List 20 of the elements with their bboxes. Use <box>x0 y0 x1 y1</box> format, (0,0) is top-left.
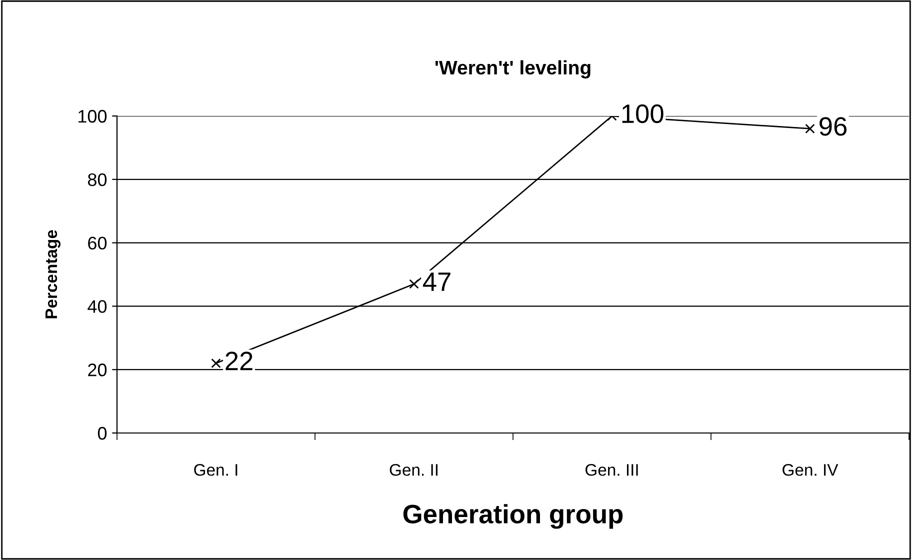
data-label: 22 <box>226 352 252 370</box>
y-tick-label: 0 <box>98 426 107 440</box>
point <box>805 124 815 134</box>
x-tick-label: Gen. II <box>390 464 438 476</box>
x-tick-label: Gen. I <box>194 464 238 476</box>
chart-title: 'Weren't' leveling <box>435 60 590 78</box>
data-label: 100 <box>622 104 664 124</box>
y-tick-label: 100 <box>78 110 107 123</box>
y-axis-title: Percentage <box>45 230 60 318</box>
point <box>211 358 221 368</box>
y-tick-label: 80 <box>88 173 107 186</box>
x-tick-label: Gen. III <box>586 464 638 476</box>
data-label: 96 <box>820 117 847 136</box>
y-tick-label: 40 <box>88 300 107 313</box>
data-label: 47 <box>422 272 450 291</box>
x-tick-label: Gen. IV <box>782 464 838 476</box>
x-axis-title: Generation group <box>403 504 623 529</box>
y-tick-label: 20 <box>88 364 107 376</box>
y-tick-label: 60 <box>88 236 107 250</box>
point <box>409 279 419 289</box>
